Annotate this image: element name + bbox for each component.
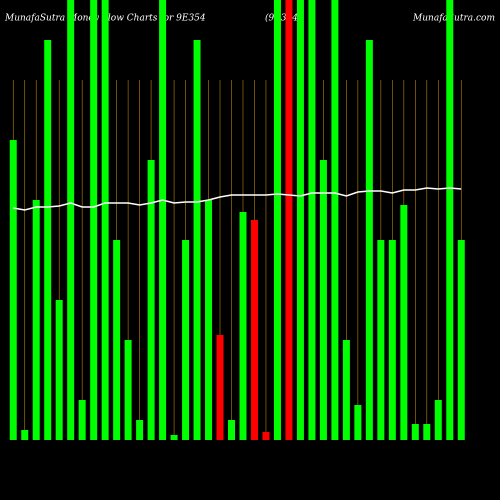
bar [331,0,339,440]
bar [262,432,270,440]
bar [21,430,29,440]
bar [193,40,201,440]
bar [216,335,224,440]
source: MunafaSutra.com [412,14,495,24]
bar [285,0,293,440]
bar [273,0,281,440]
bar [423,424,431,440]
bar [411,424,419,440]
bar [9,140,17,440]
bar [250,220,258,440]
bar [228,420,236,440]
bar [90,0,98,440]
bar [101,0,109,440]
money-flow-line [13,187,462,211]
bar [342,340,350,440]
bar [170,435,178,440]
bar [296,0,304,440]
bar [124,340,132,440]
bar [377,240,385,440]
bar [78,400,86,440]
bar [205,200,213,440]
bar [319,160,327,440]
bar [159,0,167,440]
bar [44,40,52,440]
bar [147,160,155,440]
bar [354,405,362,440]
bar [113,240,121,440]
bar [434,400,442,440]
bar [457,240,465,440]
bar [308,0,316,440]
bar [67,0,75,440]
bar [182,240,190,440]
bar [365,40,373,440]
bar [446,0,454,440]
bar [239,212,247,440]
bar [388,240,396,440]
chart-subtitle: (9E354) [265,13,302,24]
bar [32,200,40,440]
bar [400,205,408,440]
bar [55,300,63,440]
bar [136,420,144,440]
